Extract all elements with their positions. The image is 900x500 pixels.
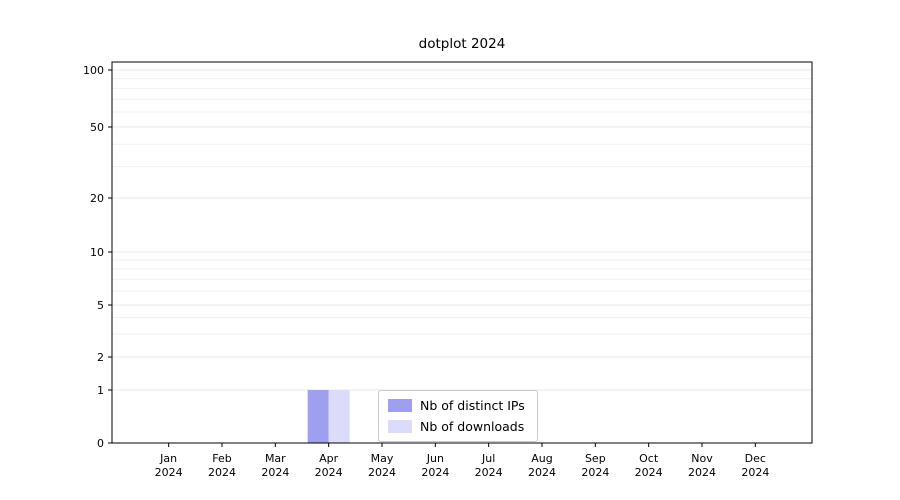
chart-title: dotplot 2024 (418, 36, 506, 52)
legend-item-downloads: Nb of downloads (388, 419, 525, 434)
y-tick-label: 50 (90, 121, 104, 134)
legend-label-distinct-ips: Nb of distinct IPs (420, 398, 525, 413)
y-tick-label: 100 (83, 64, 104, 77)
x-tick-label: Oct 2024 (635, 452, 663, 479)
y-tick-label: 10 (90, 246, 104, 259)
x-tick-label: Feb 2024 (208, 452, 236, 479)
x-tick-label: Jan 2024 (155, 452, 183, 479)
y-tick-label: 1 (97, 384, 104, 397)
x-tick-label: Sep 2024 (581, 452, 609, 479)
x-tick-label: Jun 2024 (421, 452, 449, 479)
legend: Nb of distinct IPs Nb of downloads (378, 390, 538, 442)
legend-item-distinct-ips: Nb of distinct IPs (388, 398, 525, 413)
x-tick-label: Aug 2024 (528, 452, 556, 479)
y-tick-label: 5 (97, 299, 104, 312)
x-tick-label: Dec 2024 (741, 452, 769, 479)
legend-label-downloads: Nb of downloads (420, 419, 525, 434)
legend-swatch-downloads-icon (388, 420, 412, 433)
x-tick-label: May 2024 (368, 452, 396, 479)
x-tick-label: Apr 2024 (315, 452, 343, 479)
y-tick-label: 2 (97, 351, 104, 364)
legend-swatch-distinct-ips-icon (388, 399, 412, 412)
x-tick-label: Nov 2024 (688, 452, 716, 479)
x-tick-label: Jul 2024 (475, 452, 503, 479)
y-tick-label: 20 (90, 192, 104, 205)
y-tick-label: 0 (97, 437, 104, 450)
bar (328, 390, 350, 443)
x-tick-label: Mar 2024 (261, 452, 289, 479)
bar (307, 390, 329, 443)
